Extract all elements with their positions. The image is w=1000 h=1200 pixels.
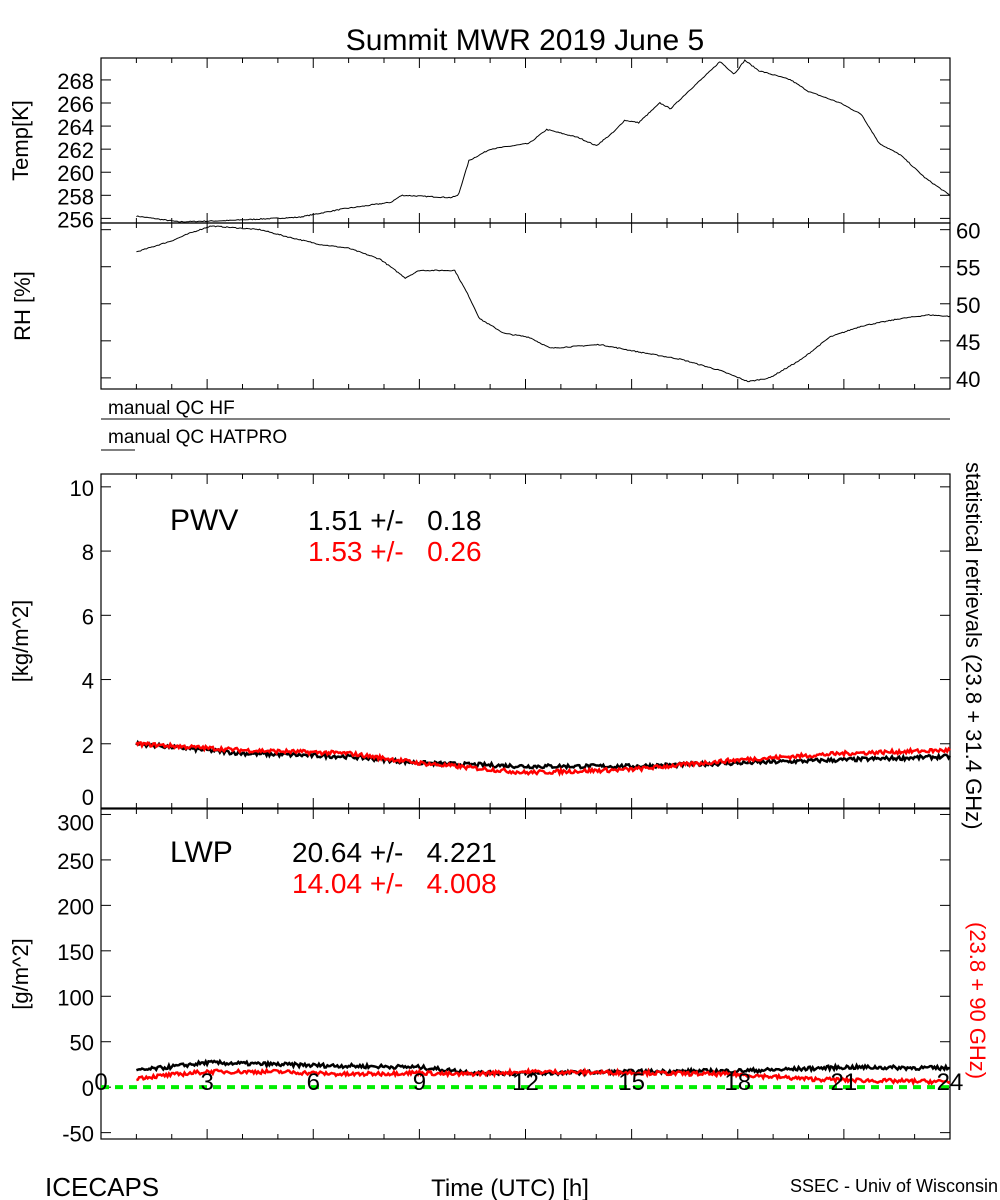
- y-tick-label: 300: [57, 810, 94, 835]
- panel-label: PWV: [170, 504, 238, 537]
- x-tick-label: 6: [307, 1069, 320, 1096]
- series-line-red: [135, 740, 951, 777]
- panel-lwp: [100, 808, 951, 1140]
- x-tick-label: 21: [831, 1069, 858, 1096]
- y-tick-label: 150: [57, 940, 94, 965]
- right-axis-label-black: statistical retrievals (23.8 + 31.4 GHz): [961, 462, 986, 829]
- x-tick-label: 18: [724, 1069, 751, 1096]
- series-line-black: [135, 739, 952, 771]
- qc-hf-label: manual QC HF: [108, 398, 235, 419]
- series-line-black: [136, 59, 951, 223]
- panel-label: LWP: [170, 836, 233, 869]
- plot-frame: [100, 57, 951, 224]
- y-tick-label: 262: [57, 138, 94, 163]
- panel-pwv: [100, 473, 952, 809]
- y-tick-label: 264: [57, 115, 94, 140]
- panel-rh: [100, 222, 951, 390]
- series-line-black: [136, 225, 951, 383]
- x-tick-label: 0: [94, 1069, 107, 1096]
- y-tick-label: 0: [82, 785, 94, 810]
- stats-text: 1.51 +/- 0.18: [308, 505, 482, 536]
- x-tick-label: 12: [512, 1069, 539, 1096]
- y-tick-label: 256: [57, 207, 94, 232]
- y-tick-label: 50: [70, 1031, 94, 1056]
- y-tick-label: 258: [57, 184, 94, 209]
- y-tick-label: 45: [956, 330, 980, 355]
- y-axis-label: RH [%]: [10, 271, 35, 341]
- y-tick-label: 10: [70, 476, 94, 501]
- y-tick-label: 200: [57, 894, 94, 919]
- x-tick-label: 15: [618, 1069, 645, 1096]
- stats-text: 14.04 +/- 4.008: [292, 868, 497, 899]
- y-tick-label: 8: [82, 540, 94, 565]
- footer-right: SSEC - Univ of Wisconsin: [790, 1176, 998, 1196]
- y-tick-label: 268: [57, 69, 94, 94]
- y-tick-label: 100: [57, 985, 94, 1010]
- y-tick-label: 266: [57, 92, 94, 117]
- y-tick-label: 40: [956, 367, 980, 392]
- y-tick-label: 2: [82, 733, 94, 758]
- x-axis-label: Time (UTC) [h]: [431, 1175, 589, 1200]
- y-axis-label: [g/m^2]: [8, 938, 33, 1009]
- y-tick-label: 55: [956, 256, 980, 281]
- y-tick-label: 50: [956, 293, 980, 318]
- x-tick-label: 9: [413, 1069, 426, 1096]
- footer-left: ICECAPS: [45, 1172, 159, 1200]
- y-tick-label: 0: [82, 1076, 94, 1101]
- x-tick-label: 24: [937, 1069, 964, 1096]
- y-axis-label: [kg/m^2]: [8, 600, 33, 682]
- stats-text: 1.53 +/- 0.26: [308, 536, 482, 567]
- plot-frame: [100, 222, 951, 390]
- y-axis-label: Temp[K]: [8, 100, 33, 181]
- y-tick-label: 260: [57, 161, 94, 186]
- series-line-red: [136, 1066, 951, 1087]
- chart-title: Summit MWR 2019 June 5: [346, 24, 704, 57]
- stats-text: 20.64 +/- 4.221: [292, 837, 497, 868]
- y-tick-label: 60: [956, 219, 980, 244]
- y-tick-label: 6: [82, 604, 94, 629]
- y-tick-label: -50: [62, 1122, 94, 1147]
- right-axis-label-red: (23.8 + 90 GHz): [965, 922, 990, 1079]
- x-tick-label: 3: [200, 1069, 213, 1096]
- y-tick-label: 250: [57, 849, 94, 874]
- qc-hatpro-label: manual QC HATPRO: [108, 427, 287, 448]
- y-tick-label: 4: [82, 669, 94, 694]
- panel-temp: [100, 57, 951, 224]
